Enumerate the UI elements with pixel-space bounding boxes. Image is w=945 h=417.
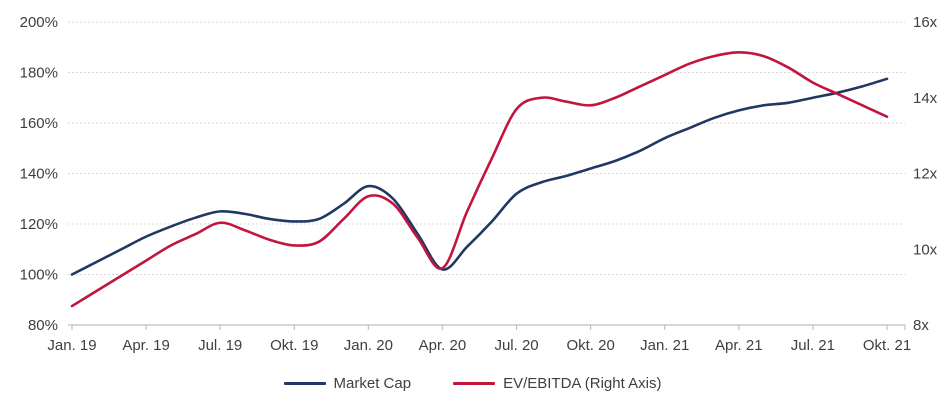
y-axis-left-tick-label: 80%: [28, 317, 58, 334]
y-axis-left-tick-label: 140%: [20, 166, 58, 183]
chart-legend: Market Cap EV/EBITDA (Right Axis): [0, 376, 945, 391]
y-axis-left-tick-label: 160%: [20, 115, 58, 132]
y-axis-left-tick-label: 180%: [20, 65, 58, 82]
x-axis-tick-label: Jan. 21: [640, 337, 689, 354]
legend-item-ev-ebitda: EV/EBITDA (Right Axis): [453, 376, 661, 391]
y-axis-right-tick-label: 14x: [913, 90, 938, 107]
x-axis-tick-label: Okt. 20: [566, 337, 614, 354]
x-axis-tick-label: Apr. 19: [122, 337, 170, 354]
x-axis-tick-label: Jul. 19: [198, 337, 242, 354]
x-axis-tick-label: Apr. 21: [715, 337, 763, 354]
y-axis-right-tick-label: 10x: [913, 241, 938, 258]
x-axis-tick-label: Jul. 21: [791, 337, 835, 354]
ev-ebitda-line: [70, 51, 889, 308]
market-cap-line-swatch: [283, 382, 326, 385]
x-axis-tick-label: Apr. 20: [419, 337, 467, 354]
market-cap-line: [70, 77, 889, 276]
y-axis-left-tick-label: 200%: [20, 14, 58, 31]
x-axis-tick-label: Jul. 20: [494, 337, 538, 354]
x-axis-tick-label: Jan. 19: [47, 337, 96, 354]
y-axis-right-tick-label: 12x: [913, 166, 938, 183]
y-axis-right-tick-label: 16x: [913, 14, 938, 31]
x-axis-tick-label: Okt. 21: [863, 337, 911, 354]
y-axis-left-tick-label: 120%: [20, 216, 58, 233]
x-axis-tick-label: Jan. 20: [344, 337, 393, 354]
legend-label-market-cap: Market Cap: [333, 375, 412, 392]
legend-label-ev-ebitda: EV/EBITDA (Right Axis): [503, 375, 662, 392]
y-axis-right-tick-label: 8x: [913, 317, 929, 334]
ev-ebitda-line-swatch: [453, 382, 496, 385]
x-axis-tick-label: Okt. 19: [270, 337, 318, 354]
y-axis-left-tick-label: 100%: [20, 267, 58, 284]
legend-item-market-cap: Market Cap: [283, 375, 412, 392]
